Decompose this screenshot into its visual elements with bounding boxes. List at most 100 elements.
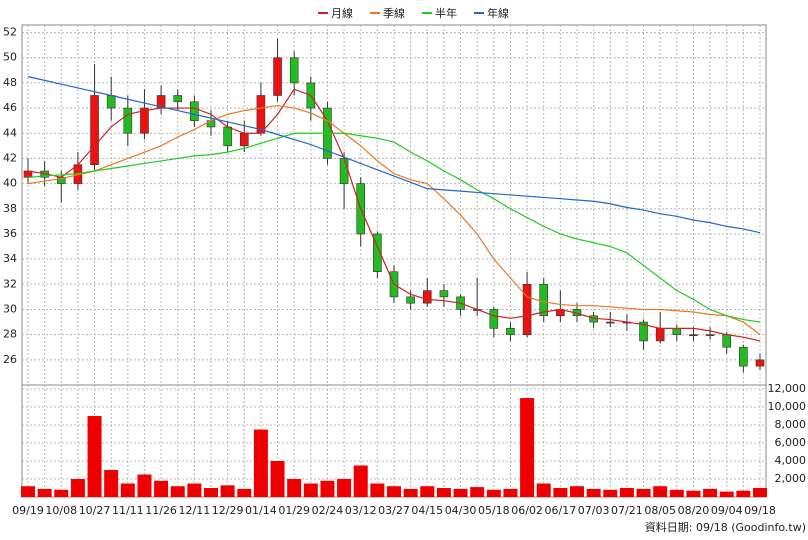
x-tick-label: 12/11: [179, 504, 211, 517]
volume-bar: [270, 461, 285, 497]
y2-tick-label: 12,000: [768, 382, 807, 395]
x-tick-label: 01/14: [245, 504, 277, 517]
x-tick-label: 02/24: [312, 504, 344, 517]
volume-bar: [570, 486, 584, 497]
candle-body: [422, 290, 432, 304]
y2-tick-label: 10,000: [768, 400, 807, 413]
candle-body: [522, 284, 532, 335]
volume-bar: [37, 488, 52, 497]
x-tick-label: 06/02: [511, 504, 543, 517]
volume-bar: [453, 488, 468, 497]
volume-bar: [403, 488, 418, 497]
candle-body: [755, 359, 765, 367]
volume-bar: [170, 486, 185, 497]
y2-tick-label: 4,000: [775, 454, 807, 467]
candle-body: [373, 233, 382, 273]
volume-bar: [154, 480, 169, 497]
volume-bar: [520, 398, 535, 497]
x-tick-label: 04/15: [411, 504, 443, 517]
footer: 資料日期: 09/18 (Goodinfo.tw): [645, 520, 806, 534]
volume-bar: [636, 488, 651, 497]
volume-bar: [753, 488, 767, 497]
volume-bar: [70, 479, 85, 497]
legend-label: 年線: [487, 6, 509, 20]
candle-body: [639, 321, 648, 342]
candle-body: [106, 95, 116, 109]
x-tick-label: 09/18: [744, 504, 776, 517]
volume-bar: [87, 416, 102, 497]
volume-bar: [204, 488, 218, 497]
candle-body: [239, 132, 249, 147]
candle-body: [123, 107, 133, 134]
volume-bar: [337, 479, 352, 497]
y-tick-label: 46: [3, 101, 17, 114]
volume-bar: [653, 486, 668, 497]
volume-bar: [120, 483, 135, 497]
candle-body: [489, 309, 499, 329]
volume-bar: [21, 486, 35, 497]
y-tick-label: 42: [3, 151, 17, 164]
y2-tick-label: 8,000: [775, 418, 807, 431]
x-tick-label: 03/27: [378, 504, 410, 517]
candle-body: [439, 290, 449, 298]
x-tick-label: 08/05: [644, 504, 676, 517]
volume-bar: [703, 488, 718, 497]
y-tick-label: 44: [3, 126, 17, 139]
legend-label: 月線: [331, 6, 353, 20]
volume-bar: [603, 489, 618, 497]
candle-body: [190, 101, 199, 121]
volume-bar: [436, 488, 451, 497]
volume-bar: [137, 474, 152, 497]
volume-bar: [486, 489, 501, 497]
candle-body: [289, 57, 299, 84]
candle-body: [256, 95, 266, 134]
volume-bar: [54, 489, 69, 497]
candle-body: [689, 334, 698, 336]
volume-bar: [104, 470, 119, 497]
y-tick-label: 34: [3, 252, 17, 265]
candle-body: [173, 95, 183, 103]
y2-tick-label: 6,000: [775, 436, 807, 449]
volume-bar: [586, 488, 601, 497]
x-tick-label: 11/11: [112, 504, 144, 517]
volume-bar: [387, 486, 401, 497]
x-tick-label: 11/26: [145, 504, 177, 517]
volume-bar: [536, 483, 551, 497]
x-tick-label: 07/21: [611, 504, 643, 517]
y-tick-label: 52: [3, 26, 17, 39]
volume-bar: [686, 490, 701, 497]
candle-body: [705, 334, 715, 336]
volume-bar: [470, 487, 485, 497]
volume-bar: [420, 486, 435, 497]
ma-line: [27, 88, 761, 342]
candle-body: [140, 107, 149, 134]
candle-body: [223, 126, 232, 147]
candle-body: [672, 328, 682, 335]
x-tick-label: 08/20: [678, 504, 710, 517]
y-tick-label: 28: [3, 328, 17, 341]
volume-bar: [287, 479, 302, 497]
y2-tick-label: 2,000: [775, 472, 807, 485]
y-tick-label: 50: [3, 51, 17, 64]
legend-label: 半年: [435, 6, 457, 20]
x-tick-label: 05/18: [478, 504, 510, 517]
ma-line: [27, 132, 761, 323]
candle-body: [339, 158, 349, 184]
candle-body: [273, 57, 282, 96]
y-tick-label: 38: [3, 202, 17, 215]
x-tick-label: 01/29: [278, 504, 310, 517]
volume-bar: [303, 483, 318, 497]
volume-bar: [719, 491, 734, 497]
x-tick-label: 12/29: [212, 504, 244, 517]
x-tick-label: 04/30: [445, 504, 477, 517]
volume-bar: [353, 465, 368, 497]
candle-body: [739, 346, 748, 367]
volume-bar: [669, 489, 684, 497]
y-tick-label: 48: [3, 76, 17, 89]
y-tick-label: 26: [3, 353, 17, 366]
candle-body: [406, 296, 415, 304]
volume-bar: [253, 429, 268, 497]
x-tick-label: 09/19: [12, 504, 44, 517]
volume-bar: [503, 488, 518, 497]
